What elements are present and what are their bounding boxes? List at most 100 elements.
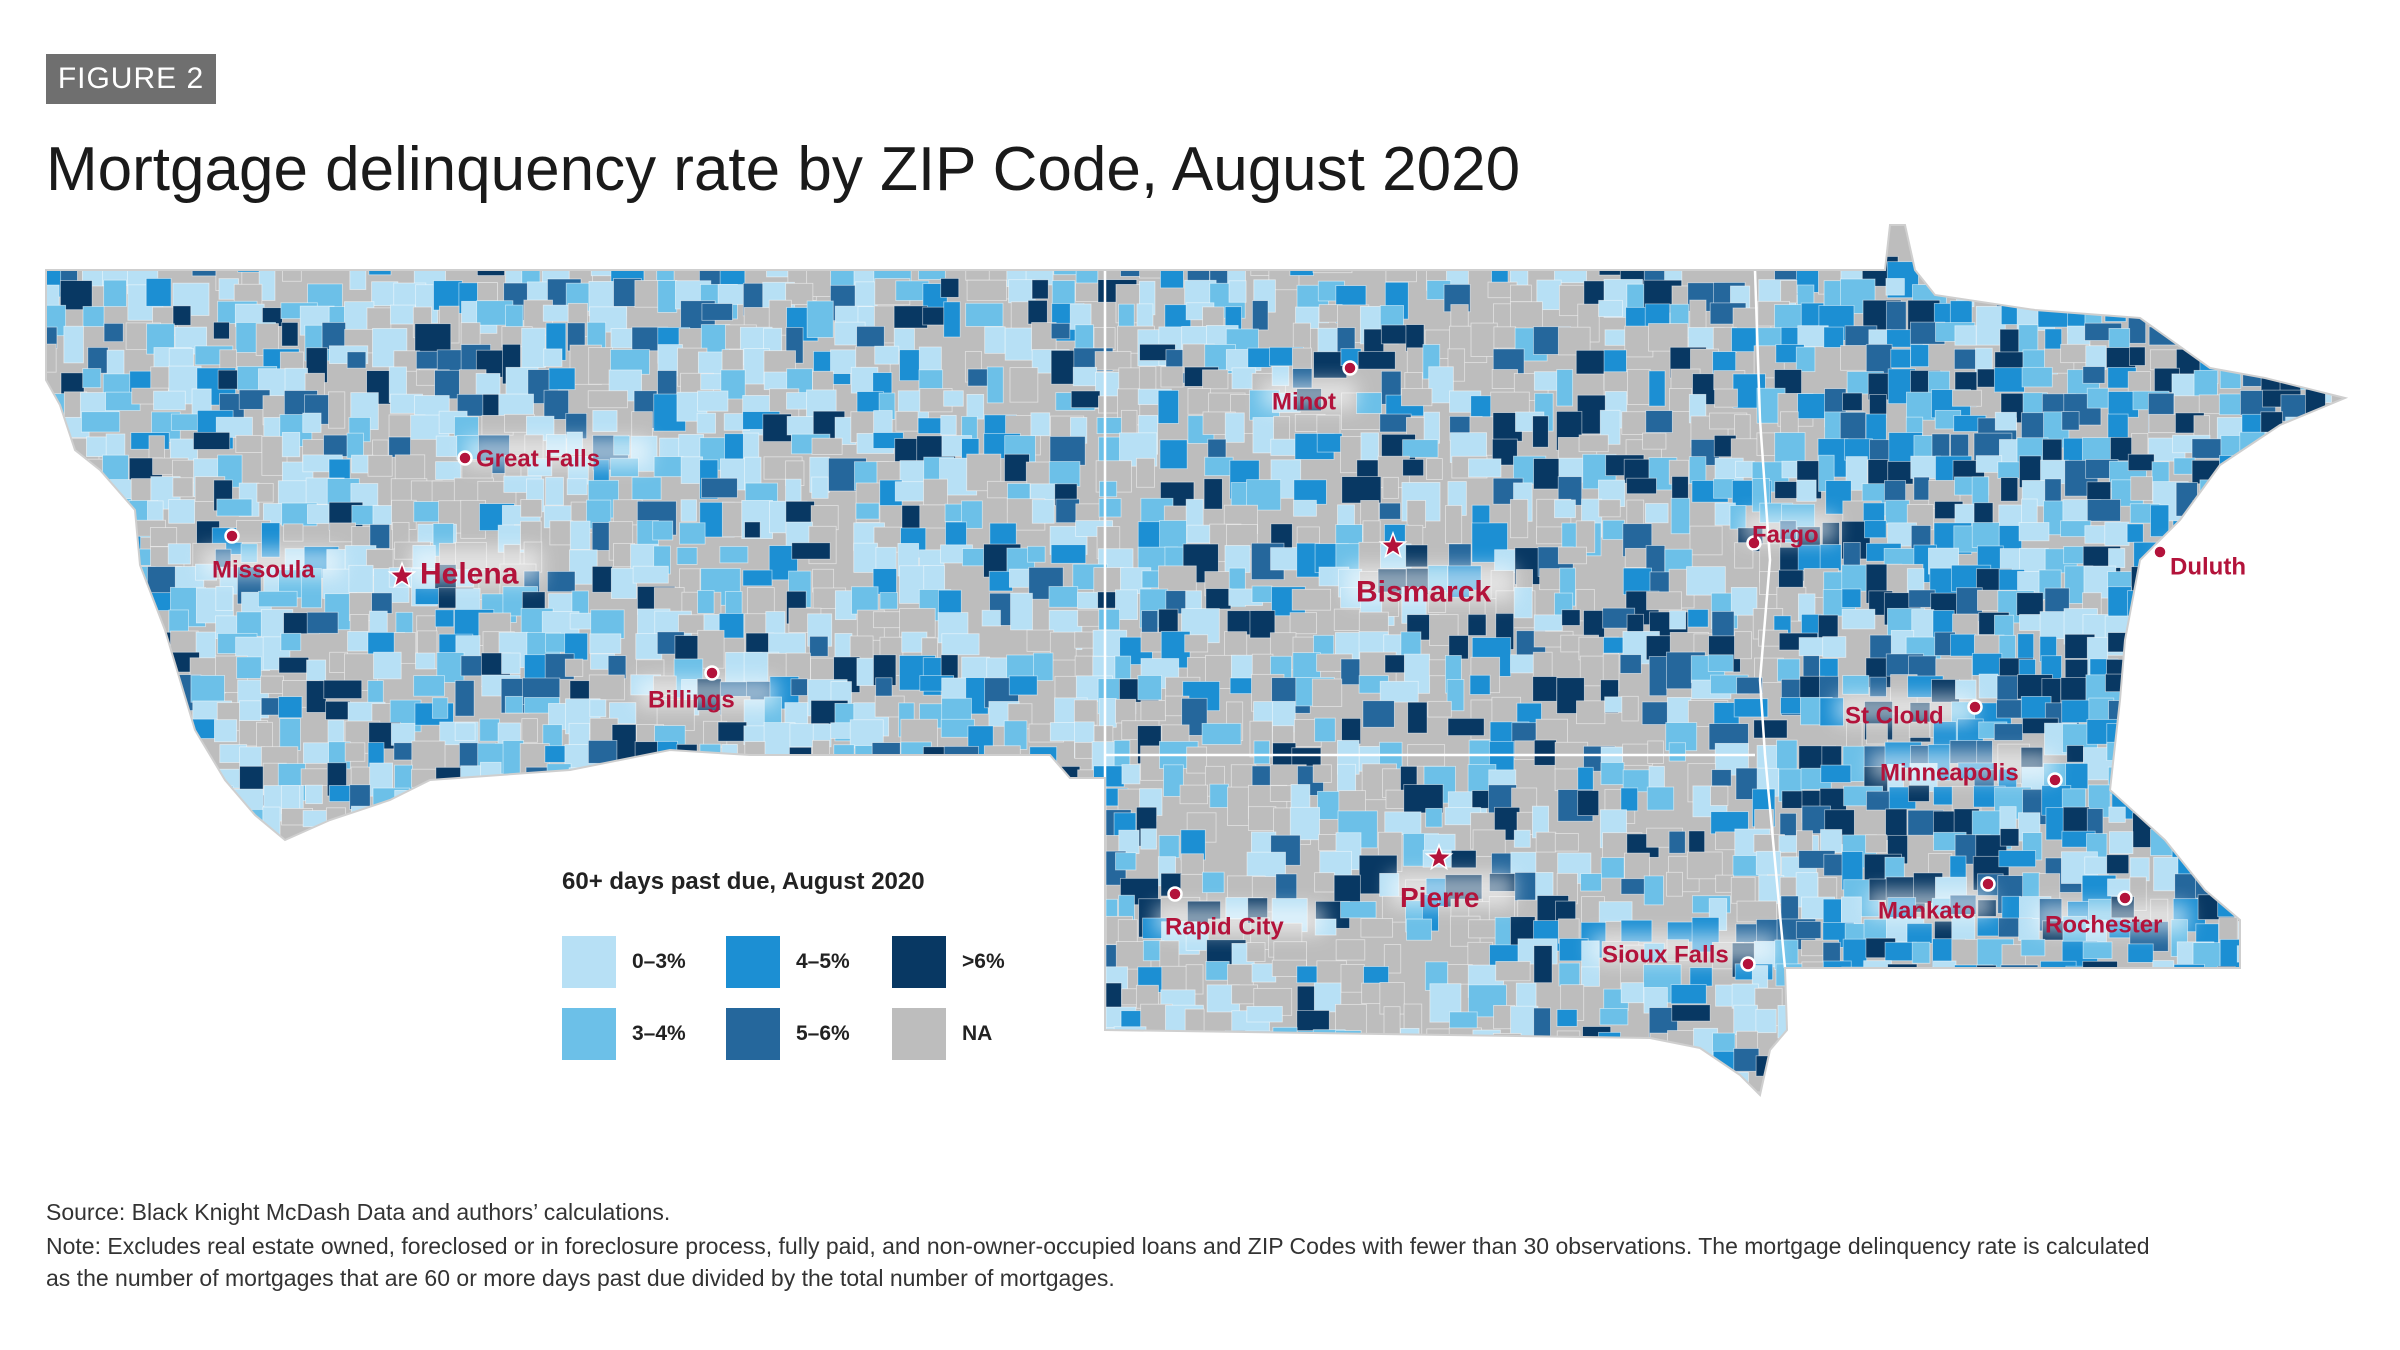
- zip-region: [2217, 966, 2236, 1001]
- zip-region: [151, 942, 171, 959]
- zip-region: [86, 589, 111, 612]
- zip-region: [1246, 942, 1266, 963]
- zip-region: [1099, 480, 1118, 498]
- zip-region: [945, 521, 967, 546]
- zip-region: [2219, 833, 2257, 872]
- zip-region: [85, 960, 104, 985]
- zip-region: [1973, 502, 1994, 524]
- zip-region: [60, 696, 78, 731]
- zip-region: [173, 940, 209, 968]
- zip-region: [2286, 986, 2311, 1009]
- zip-region: [1952, 1072, 1981, 1095]
- zip-region: [257, 590, 298, 608]
- zip-region: [696, 412, 716, 434]
- zip-region: [457, 1048, 482, 1090]
- zip-region: [389, 1025, 411, 1059]
- capital-star-icon: [1378, 530, 1408, 559]
- zip-region: [475, 373, 501, 397]
- zip-region: [943, 301, 961, 338]
- zip-region: [504, 834, 524, 861]
- zip-region: [2236, 349, 2274, 366]
- zip-region: [1157, 389, 1179, 424]
- zip-region: [1736, 900, 1777, 923]
- zip-region: [281, 1003, 314, 1021]
- city-label: Helena: [420, 558, 519, 591]
- city-dot-icon: [457, 450, 473, 466]
- zip-region: [986, 832, 1015, 850]
- zip-region: [1427, 700, 1452, 718]
- zip-region: [438, 855, 472, 878]
- zip-region: [2111, 1027, 2137, 1053]
- zip-region: [2195, 703, 2231, 735]
- zip-region: [768, 808, 805, 831]
- zip-region: [549, 520, 574, 546]
- zip-region: [1645, 410, 1673, 433]
- zip-region: [2279, 367, 2302, 393]
- zip-region: [1910, 344, 1930, 368]
- zip-region: [853, 766, 874, 790]
- zip-region: [431, 697, 449, 719]
- zip-region: [1075, 282, 1100, 302]
- zip-region: [105, 718, 131, 756]
- zip-region: [2015, 1049, 2033, 1085]
- zip-region: [2303, 849, 2331, 889]
- zip-region: [1514, 872, 1537, 902]
- zip-region: [85, 761, 117, 802]
- zip-region: [1400, 388, 1433, 407]
- zip-region: [613, 785, 634, 802]
- zip-region: [876, 1070, 907, 1091]
- city-label: St Cloud: [1845, 702, 1944, 729]
- zip-region: [433, 280, 463, 311]
- zip-region: [171, 918, 202, 940]
- zip-region: [1247, 347, 1272, 368]
- zip-region: [699, 743, 722, 771]
- zip-region: [61, 942, 82, 977]
- zip-region: [811, 476, 829, 499]
- zip-region: [61, 872, 85, 911]
- zip-region: [2323, 303, 2345, 325]
- zip-region: [2282, 697, 2314, 721]
- zip-region: [1423, 1052, 1452, 1087]
- zip-region: [2127, 943, 2154, 963]
- zip-region: [102, 592, 123, 627]
- zip-region: [1669, 610, 1687, 630]
- zip-region: [46, 454, 60, 477]
- zip-region: [459, 1033, 487, 1051]
- zip-region: [591, 1100, 607, 1126]
- city-label: Rochester: [2045, 911, 2162, 938]
- zip-region: [1887, 1049, 1919, 1070]
- zip-region: [152, 1098, 185, 1130]
- zip-region: [960, 900, 992, 925]
- zip-region: [1423, 411, 1440, 444]
- zip-region: [2220, 633, 2246, 653]
- zip-region: [591, 565, 613, 593]
- zip-region: [587, 390, 628, 409]
- zip-region: [2353, 677, 2386, 710]
- zip-region: [2237, 986, 2265, 1007]
- zip-region: [326, 1026, 350, 1050]
- zip-region: [1048, 586, 1079, 608]
- zip-region: [723, 805, 741, 828]
- zip-region: [1339, 1098, 1370, 1119]
- zip-region: [1202, 871, 1225, 894]
- zip-region: [1626, 368, 1651, 405]
- zip-region: [567, 1071, 599, 1095]
- zip-region: [1845, 1052, 1863, 1092]
- zip-region: [2084, 306, 2103, 326]
- zip-region: [1073, 699, 1098, 726]
- zip-region: [278, 894, 296, 915]
- zip-region: [1070, 789, 1093, 813]
- zip-region: [652, 520, 674, 541]
- zip-region: [1818, 1048, 1840, 1068]
- zip-region: [2309, 1094, 2345, 1095]
- zip-region: [526, 810, 544, 827]
- zip-region: [87, 1053, 109, 1070]
- zip-region: [1840, 345, 1871, 371]
- zip-region: [280, 632, 302, 652]
- zip-region: [2151, 984, 2181, 1019]
- zip-region: [1360, 432, 1379, 462]
- zip-region: [146, 743, 173, 772]
- zip-region: [1646, 1050, 1677, 1089]
- zip-region: [391, 872, 417, 906]
- zip-region: [1182, 1055, 1220, 1093]
